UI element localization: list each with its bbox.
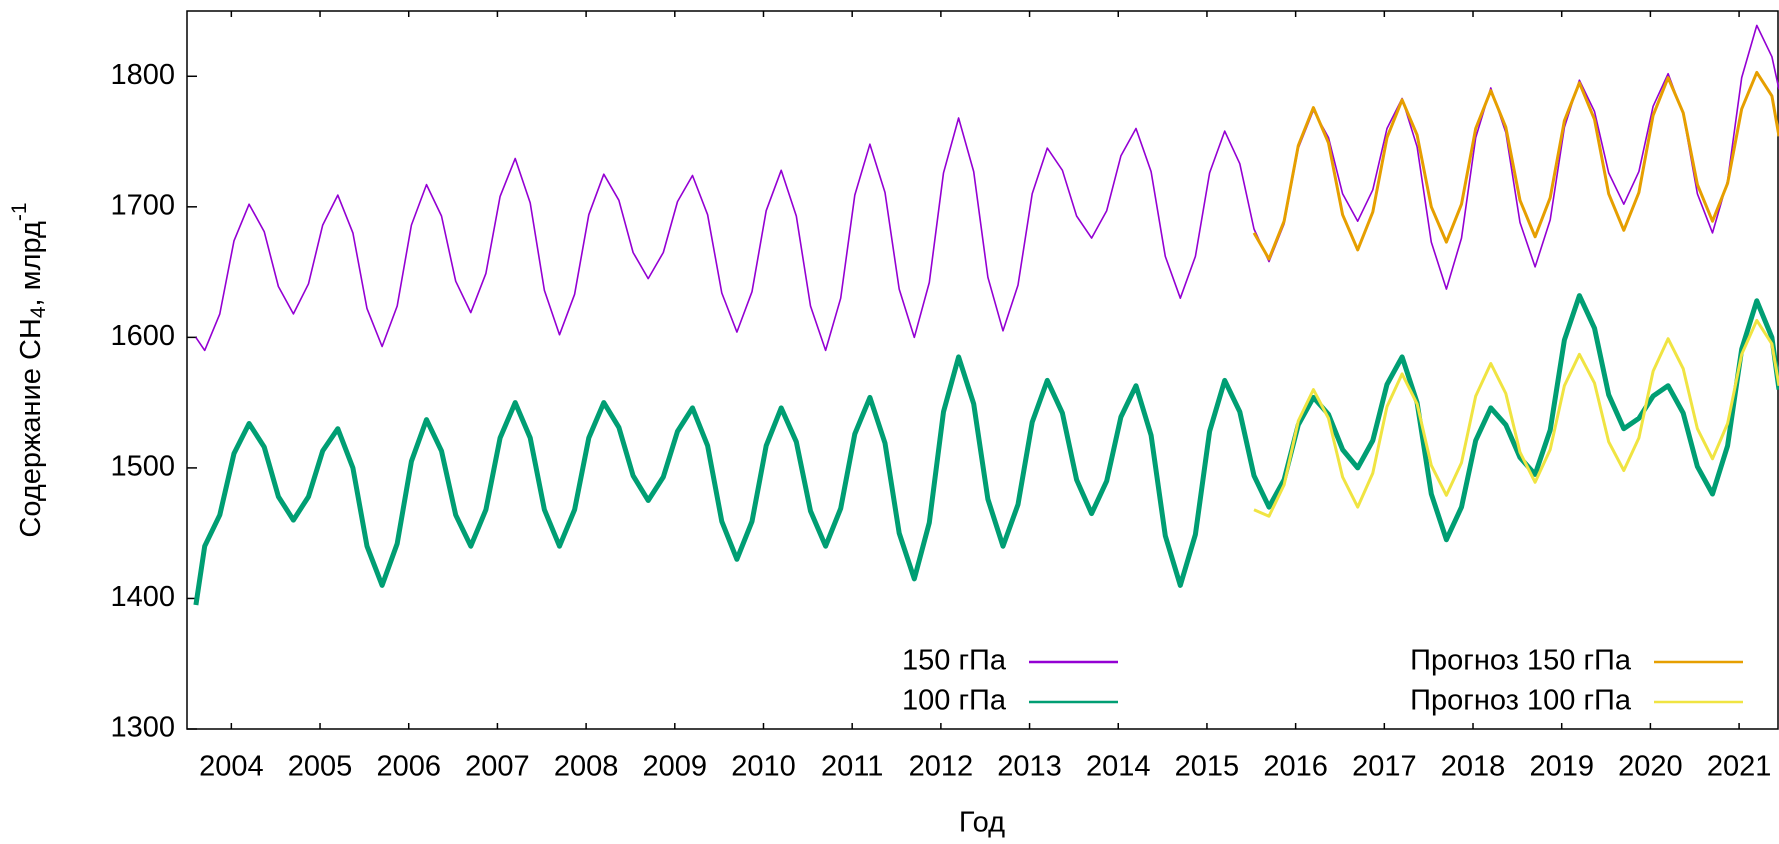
x-tick-label: 2016 [1263, 751, 1328, 783]
y-tick-label: 1600 [110, 320, 175, 352]
x-tick-label: 2018 [1441, 751, 1506, 783]
x-tick-label: 2017 [1352, 751, 1417, 783]
legend-label: 100 гПа [902, 685, 1007, 717]
x-tick-label: 2013 [997, 751, 1062, 783]
x-tick-label: 2021 [1707, 751, 1772, 783]
series-line [193, 293, 1779, 606]
y-tick-label: 1500 [110, 451, 175, 483]
y-tick-label: 1300 [110, 712, 175, 744]
y-tick-label: 1700 [110, 189, 175, 221]
x-tick-label: 2009 [643, 751, 708, 783]
x-axis-label: Год [959, 807, 1005, 839]
plot-frame [186, 10, 1779, 730]
series-line [1253, 318, 1779, 518]
x-tick-label: 2006 [376, 751, 441, 783]
x-tick-label: 2007 [465, 751, 530, 783]
y-axis-label: Содержание CH4, млрд-1 [8, 202, 50, 537]
x-tick-label: 2008 [554, 751, 619, 783]
y-label-sub: 4 [27, 306, 50, 318]
legend-label: 150 гПа [902, 645, 1007, 677]
y-label-main: Содержание CH [15, 318, 47, 537]
legend-label: Прогноз 150 гПа [1410, 645, 1632, 677]
y-tick-label: 1400 [110, 581, 175, 613]
series-line [1252, 70, 1779, 261]
x-tick-label: 2019 [1529, 751, 1594, 783]
legend-label: Прогноз 100 гПа [1410, 685, 1632, 717]
x-tick-label: 2020 [1618, 751, 1683, 783]
y-label-sup: -1 [8, 202, 31, 221]
x-tick-label: 2012 [909, 751, 974, 783]
y-tick-label: 1800 [110, 59, 175, 91]
x-tick-label: 2011 [821, 751, 883, 783]
x-tick-label: 2015 [1175, 751, 1240, 783]
x-tick-label: 2005 [288, 751, 353, 783]
y-label-unit: , млрд [15, 221, 47, 306]
x-tick-label: 2010 [731, 751, 796, 783]
x-tick-label: 2004 [199, 751, 264, 783]
x-tick-label: 2014 [1086, 751, 1151, 783]
series-line [195, 24, 1779, 352]
